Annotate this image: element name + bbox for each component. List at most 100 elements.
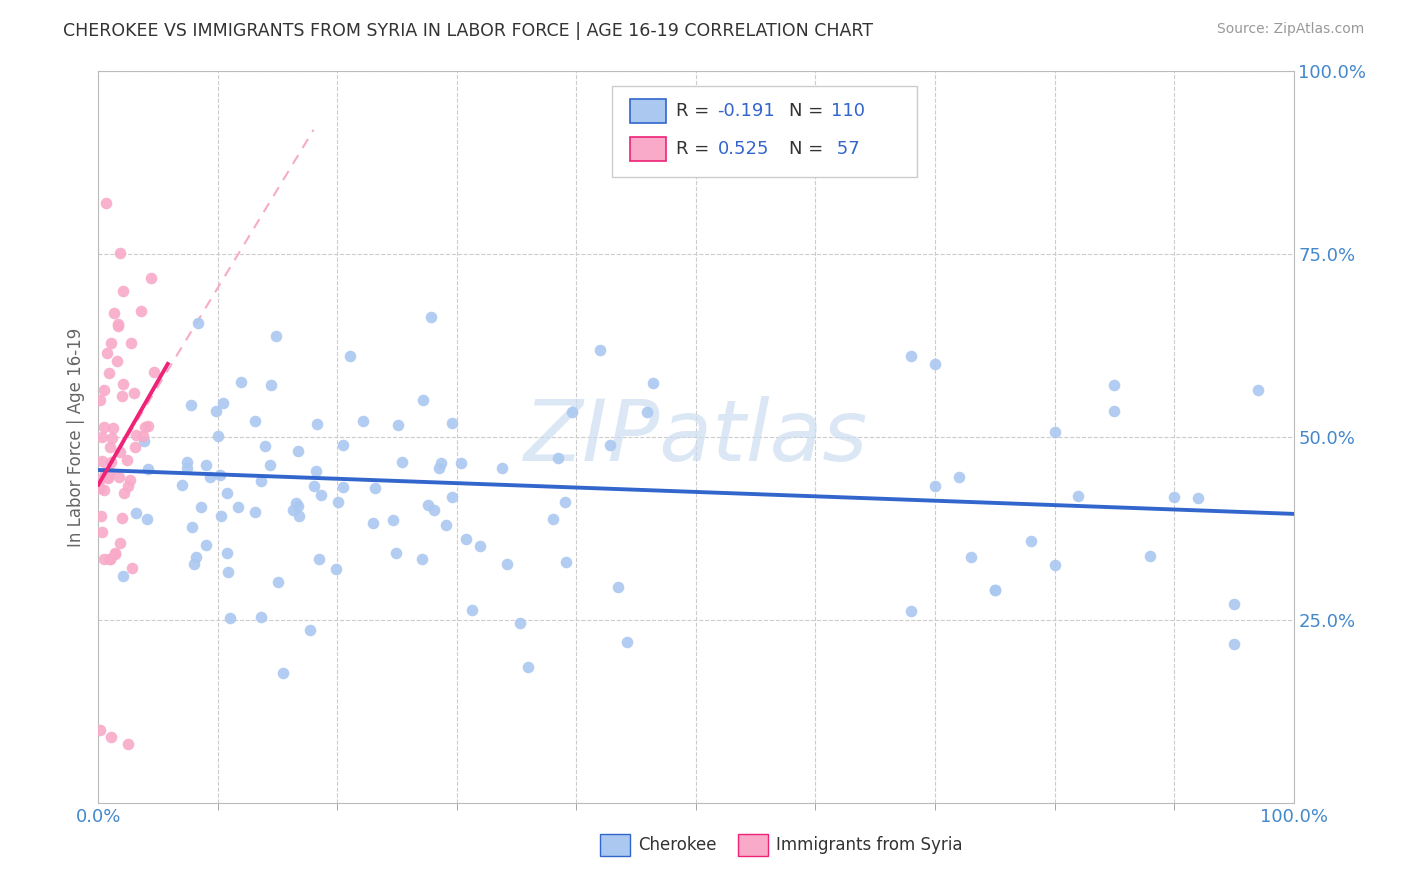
Point (305, 464, 328, 478)
Point (352, 414, 374, 428)
Point (134, 420, 156, 434)
Point (1223, 597, 1246, 611)
Point (107, 317, 129, 331)
Point (89, 482, 111, 496)
Point (101, 421, 124, 435)
Point (91, 525, 114, 540)
Point (332, 438, 354, 452)
Point (108, 445, 131, 459)
Point (332, 480, 354, 494)
Text: Source: ZipAtlas.com: Source: ZipAtlas.com (1216, 22, 1364, 37)
Point (183, 558, 205, 572)
Point (111, 569, 134, 583)
Point (250, 474, 273, 488)
Point (554, 495, 576, 509)
Point (288, 508, 311, 523)
Point (555, 555, 578, 569)
Point (422, 503, 444, 517)
Point (243, 505, 266, 519)
Point (1019, 533, 1042, 548)
Point (125, 427, 148, 442)
Point (132, 434, 155, 448)
Point (180, 398, 202, 412)
Point (253, 439, 276, 453)
Point (412, 393, 434, 408)
Point (103, 545, 125, 559)
Point (450, 456, 472, 470)
Point (1067, 489, 1090, 503)
Point (984, 582, 1007, 597)
Point (195, 538, 218, 552)
Point (636, 404, 658, 418)
Point (517, 660, 540, 674)
Point (108, 536, 131, 550)
Point (231, 375, 253, 389)
Point (281, 503, 304, 517)
Point (112, 485, 135, 500)
Point (118, 473, 141, 487)
Point (111, 511, 134, 525)
Point (207, 428, 229, 442)
Point (176, 461, 198, 475)
Point (418, 498, 440, 512)
Point (121, 561, 143, 575)
Point (209, 468, 232, 483)
Point (271, 666, 294, 681)
Point (180, 520, 202, 534)
Point (1223, 637, 1246, 651)
Point (361, 516, 384, 530)
Point (94, 196, 117, 211)
Point (136, 419, 159, 434)
Point (107, 319, 129, 334)
Point (90, 509, 112, 524)
Point (984, 583, 1007, 598)
Point (94, 465, 117, 479)
Point (143, 365, 166, 379)
Point (1163, 490, 1185, 504)
Text: 110: 110 (831, 102, 865, 120)
Point (117, 737, 139, 751)
Point (616, 635, 638, 649)
Point (195, 458, 218, 472)
Point (100, 431, 122, 445)
Point (129, 304, 152, 318)
Point (427, 461, 450, 475)
Point (218, 610, 240, 624)
Point (132, 429, 155, 443)
Point (98, 366, 121, 380)
Point (491, 461, 513, 475)
Point (434, 518, 457, 533)
Point (211, 396, 233, 410)
FancyBboxPatch shape (630, 99, 666, 123)
Point (641, 376, 664, 390)
Point (205, 404, 228, 418)
Point (200, 470, 222, 484)
Point (93, 383, 115, 397)
FancyBboxPatch shape (613, 86, 917, 178)
Point (924, 478, 946, 492)
Point (228, 500, 250, 514)
Point (96, 345, 118, 359)
Text: 57: 57 (831, 140, 859, 158)
Point (607, 581, 630, 595)
Point (97, 469, 120, 483)
Point (98, 465, 121, 479)
Point (385, 546, 408, 560)
Point (419, 310, 441, 324)
Point (311, 488, 333, 502)
Point (184, 550, 207, 565)
Point (93, 552, 115, 566)
Text: R =: R = (676, 102, 714, 120)
FancyBboxPatch shape (600, 834, 630, 856)
Point (124, 440, 146, 454)
Point (456, 533, 478, 547)
Point (217, 566, 239, 580)
Point (111, 389, 134, 403)
Point (298, 623, 321, 637)
Point (187, 316, 209, 330)
Text: 0.525: 0.525 (717, 140, 769, 158)
Point (285, 496, 308, 510)
Point (589, 343, 612, 357)
Point (1043, 558, 1066, 572)
Point (138, 462, 160, 476)
